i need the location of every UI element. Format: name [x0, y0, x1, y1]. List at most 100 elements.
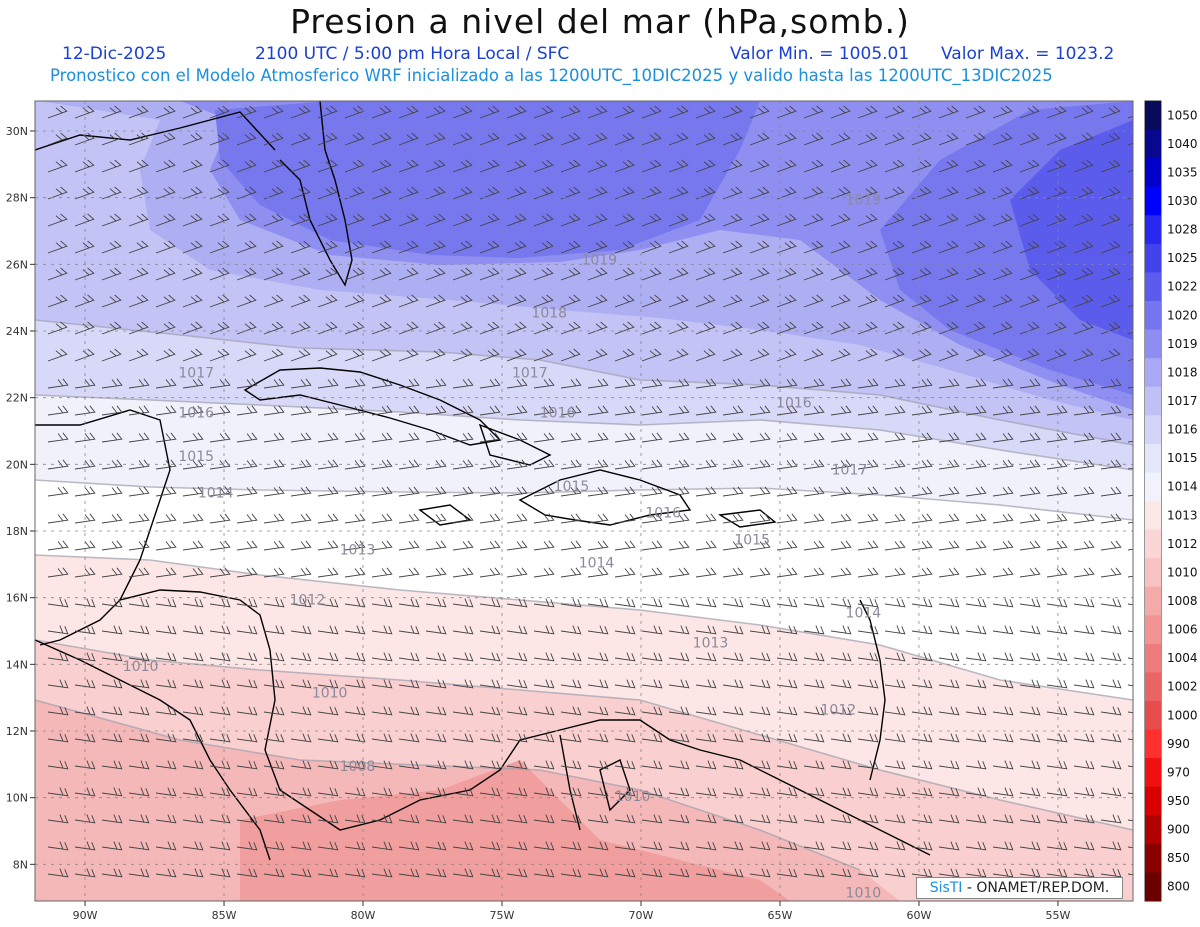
wind-barb [1046, 159, 1067, 173]
wind-barb [803, 814, 825, 824]
colorbar-label: 1010 [1167, 565, 1198, 579]
wind-barb [965, 760, 987, 770]
wind-barb [830, 321, 851, 335]
wind-barb [74, 787, 96, 797]
wind-barb [992, 159, 1013, 173]
wind-barb [830, 841, 852, 851]
wind-barb [317, 213, 338, 227]
isobar-label: 1014 [198, 486, 234, 502]
wind-barb [1019, 159, 1040, 173]
wind-barb [371, 733, 393, 743]
wind-barb [749, 105, 770, 119]
wind-barb [425, 868, 447, 878]
wind-barb [47, 868, 69, 878]
wind-barb [560, 159, 581, 173]
wind-barb [668, 486, 690, 497]
wind-barb [695, 679, 717, 689]
wind-barb [857, 679, 879, 689]
wind-barb [452, 267, 473, 281]
wind-barb [560, 240, 581, 254]
wind-barb [155, 378, 177, 389]
wind-barb [938, 240, 959, 254]
wind-barb [965, 267, 986, 281]
colorbar-swatch [1145, 415, 1161, 445]
wind-barb [938, 459, 960, 470]
wind-barb [911, 513, 933, 524]
wind-barb [398, 540, 420, 551]
wind-barb [128, 405, 150, 416]
isobar-label: 1019 [846, 192, 882, 208]
wind-barb [290, 733, 312, 743]
wind-barb [155, 321, 176, 335]
wind-barb [641, 787, 663, 797]
wind-barb [452, 321, 473, 335]
wind-barb [722, 213, 743, 227]
wind-barb [479, 459, 501, 470]
colorbar-swatch [1145, 729, 1161, 759]
wind-barb [317, 240, 338, 254]
wind-barb [182, 405, 204, 416]
wind-barb [263, 267, 284, 281]
wind-barb [776, 132, 797, 146]
wind-barb [101, 679, 123, 689]
wind-barb [101, 706, 123, 716]
wind-barb [290, 321, 311, 335]
wind-barb [1019, 105, 1040, 119]
wind-barb [884, 868, 906, 878]
wind-barb [857, 186, 878, 200]
wind-barb [452, 459, 474, 470]
wind-barb [1019, 787, 1041, 797]
wind-barb [614, 868, 636, 878]
isobar-label: 1016 [540, 406, 576, 422]
wind-barb [587, 679, 609, 689]
wind-barb [992, 540, 1014, 551]
wind-barb [1073, 513, 1095, 524]
wind-barb [668, 598, 690, 608]
colorbar-label: 1013 [1167, 508, 1198, 522]
wind-barb [1073, 567, 1095, 578]
wind-barb [803, 625, 825, 635]
wind-barb [479, 132, 500, 146]
wind-barb [1073, 159, 1094, 173]
colorbar: 1050 1040 1035 1030 1028 1025 1022 1020 1019 1018… [1144, 100, 1198, 902]
wind-barb [398, 706, 420, 716]
wind-barb [155, 733, 177, 743]
wind-barb [776, 294, 797, 308]
wind-barb [1046, 787, 1068, 797]
wind-barb [695, 733, 717, 743]
wind-barb [236, 540, 258, 551]
wind-barb [506, 679, 528, 689]
wind-barb [830, 294, 851, 308]
isobar-label: 1010 [123, 659, 159, 675]
wind-barb [884, 486, 906, 497]
wind-barb [236, 159, 257, 173]
wind-barb [1019, 706, 1041, 716]
wind-barb [1019, 378, 1041, 389]
wind-barb [263, 760, 285, 770]
wind-barb [101, 348, 122, 362]
colorbar-label: 1006 [1167, 623, 1198, 637]
wind-barb [182, 486, 204, 497]
lat-label: 30N [6, 125, 28, 138]
wind-barb [398, 321, 419, 335]
wind-barb [371, 186, 392, 200]
wind-barb [344, 598, 366, 608]
colorbar-swatch [1145, 386, 1161, 416]
wind-barb [182, 348, 203, 362]
wind-barb [722, 679, 744, 689]
wind-barb [641, 652, 663, 662]
wind-barb [938, 625, 960, 635]
wind-barb [344, 378, 366, 389]
wind-barb [506, 432, 528, 443]
wind-barb [128, 294, 149, 308]
wind-barb [479, 679, 501, 689]
wind-barb [1046, 432, 1068, 443]
wind-barb [992, 240, 1013, 254]
wind-barb [317, 841, 339, 851]
wind-barb [47, 814, 69, 824]
wind-barb [560, 267, 581, 281]
wind-barb [992, 105, 1013, 119]
wind-barb [479, 706, 501, 716]
wind-barb [587, 814, 609, 824]
wind-barb [992, 186, 1013, 200]
